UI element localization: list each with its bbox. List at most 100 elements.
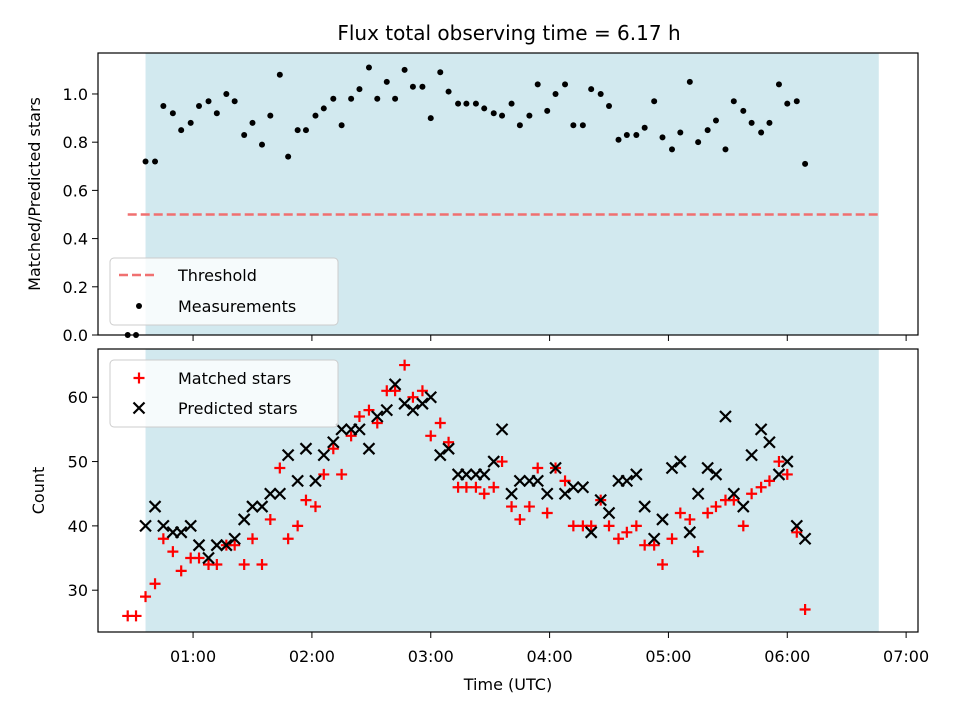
predicted-star-point xyxy=(273,487,287,500)
measurement-point xyxy=(651,98,658,105)
measurement-point xyxy=(597,90,604,97)
matched-star-point xyxy=(149,578,161,590)
measurement-point xyxy=(187,119,194,126)
measurement-point xyxy=(455,100,462,107)
predicted-star-point xyxy=(442,442,455,455)
matched-star-point xyxy=(407,391,419,403)
matched-star-point xyxy=(274,462,286,474)
matched-star-point xyxy=(630,520,642,532)
threshold-legend-label: Threshold xyxy=(177,266,257,285)
matched-star-point xyxy=(363,404,375,416)
predicted-star-point xyxy=(174,526,188,539)
predicted-star-point xyxy=(487,455,501,468)
predicted-star-point xyxy=(558,487,572,500)
measurement-point xyxy=(775,81,782,88)
measurement-point xyxy=(445,88,452,95)
measurement-point xyxy=(669,146,675,153)
predicted-star-point xyxy=(281,448,295,462)
matched-star-point xyxy=(666,533,678,545)
x-tick-label: 02:00 xyxy=(289,647,335,666)
predicted-star-point xyxy=(602,506,616,520)
x-tick-label: 07:00 xyxy=(883,647,929,666)
predicted-star-point xyxy=(157,519,170,533)
predicted-star-point xyxy=(674,455,687,468)
matched-stars-legend-marker xyxy=(133,372,145,384)
measurement-point xyxy=(740,107,747,114)
measurement-point xyxy=(534,81,541,88)
matched-star-point xyxy=(496,456,508,468)
matched-star-point xyxy=(532,462,544,474)
measurement-point xyxy=(730,98,737,105)
matched-stars-legend-label: Matched stars xyxy=(178,369,291,388)
measurement-point xyxy=(223,90,230,97)
predicted-star-point xyxy=(691,487,705,500)
predicted-star-point xyxy=(370,410,384,423)
measurement-point xyxy=(615,136,622,143)
matched-star-point xyxy=(746,488,758,500)
predicted-star-point xyxy=(398,397,411,410)
measurement-point xyxy=(641,124,648,131)
matched-star-point xyxy=(292,520,304,532)
matched-star-point xyxy=(755,481,767,493)
matched-star-point xyxy=(425,430,437,442)
measurement-point xyxy=(508,100,515,107)
measurement-point xyxy=(302,127,309,134)
matched-star-point xyxy=(238,558,250,570)
matched-star-point xyxy=(318,468,330,480)
matched-star-point xyxy=(692,546,704,558)
top-panel: 0.0 0.2 0.4 0.6 0.8 1.0 Matched/Predicted sta… xyxy=(25,52,919,345)
matched-star-point xyxy=(603,520,615,532)
predicted-star-point xyxy=(513,474,527,488)
measurement-points xyxy=(124,64,809,338)
top-y-ticks: 0.0 0.2 0.4 0.6 0.8 1.0 xyxy=(63,85,98,345)
bottom-y-axis-label: Count xyxy=(29,467,48,515)
predicted-star-point xyxy=(327,435,340,449)
predicted-star-point xyxy=(255,500,269,513)
predicted-star-point xyxy=(148,500,162,513)
matched-star-point xyxy=(737,520,749,532)
predicted-star-point xyxy=(594,493,607,507)
predicted-star-point xyxy=(246,500,259,513)
matched-star-point xyxy=(389,385,401,397)
bottom-axes-frame xyxy=(97,348,919,633)
bottom-x-ticks: 01:00 02:00 03:00 04:00 05:00 06:00 07:00 xyxy=(170,632,929,666)
matched-star-point xyxy=(541,507,553,519)
measurement-point xyxy=(712,117,719,124)
measurement-point xyxy=(267,112,274,119)
measurement-point xyxy=(472,100,479,107)
measurement-point xyxy=(695,139,702,146)
top-y-tick-label: 1.0 xyxy=(63,85,88,104)
chart-title: Flux total observing time = 6.17 h xyxy=(337,21,680,45)
predicted-star-point xyxy=(763,435,776,449)
matched-star-point xyxy=(656,558,668,570)
matched-star-point xyxy=(175,565,187,577)
predicted-star-point xyxy=(584,526,598,539)
predicted-star-point xyxy=(495,423,509,436)
measurement-point xyxy=(427,115,434,122)
predicted-star-point xyxy=(745,448,758,462)
predicted-star-point xyxy=(540,487,554,500)
matched-star-point xyxy=(336,468,348,480)
predicted-star-point xyxy=(460,468,473,481)
measurement-point xyxy=(231,98,238,105)
measurement-point xyxy=(437,69,444,76)
measurement-point xyxy=(490,110,497,117)
matched-star-point xyxy=(157,533,169,545)
predicted-star-point xyxy=(719,410,732,423)
predicted-star-point xyxy=(380,403,394,417)
measurement-point xyxy=(169,110,176,117)
predicted-stars-legend-marker xyxy=(132,401,146,415)
measurement-point xyxy=(463,100,470,107)
predicted-star-point xyxy=(576,481,590,494)
x-tick-label: 03:00 xyxy=(408,647,454,666)
measurement-point xyxy=(588,86,595,93)
top-y-tick-label: 0.2 xyxy=(63,278,88,297)
matched-star-point xyxy=(443,436,455,448)
matched-star-point xyxy=(639,539,651,551)
measurement-point xyxy=(365,64,372,71)
x-tick-label: 01:00 xyxy=(170,647,216,666)
measurement-point xyxy=(409,83,416,90)
top-y-tick-label: 0.8 xyxy=(63,133,88,152)
predicted-star-point xyxy=(406,403,420,417)
